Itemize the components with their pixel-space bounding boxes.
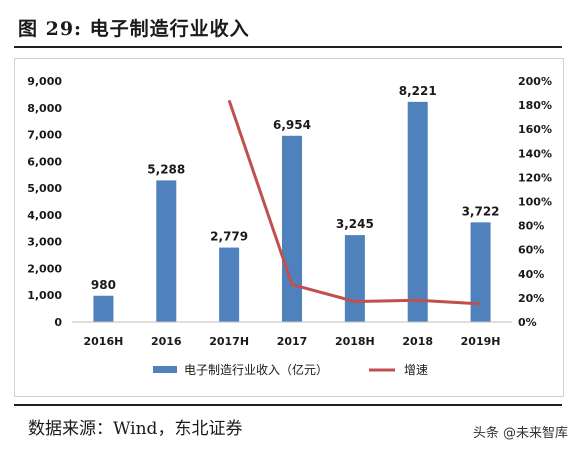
legend-label-growth: 增速 bbox=[404, 363, 428, 377]
y-left-tick-label: 8,000 bbox=[27, 102, 62, 115]
y-left-tick-label: 9,000 bbox=[27, 75, 62, 88]
y-left-tick-label: 2,000 bbox=[27, 262, 62, 275]
x-tick-label: 2017 bbox=[277, 335, 308, 348]
y-right-tick-label: 0% bbox=[518, 316, 537, 329]
y-left-tick-label: 3,000 bbox=[27, 236, 62, 249]
y-left-tick-label: 6,000 bbox=[27, 155, 62, 168]
legend-label-revenue: 电子制造行业收入（亿元） bbox=[184, 362, 328, 377]
x-tick-label: 2018 bbox=[402, 335, 433, 348]
y-right-tick-label: 200% bbox=[518, 75, 552, 88]
figure-title: 图 29: 电子制造行业收入 bbox=[18, 18, 250, 40]
bar bbox=[344, 235, 365, 322]
bar bbox=[156, 180, 177, 322]
x-tick-label: 2019H bbox=[461, 335, 501, 348]
bar bbox=[93, 295, 114, 322]
y-right-tick-label: 100% bbox=[518, 196, 552, 209]
bar-data-label: 3,722 bbox=[462, 204, 500, 218]
y-right-tick-label: 80% bbox=[518, 220, 544, 233]
bar bbox=[470, 222, 491, 322]
source-rule bbox=[14, 404, 562, 406]
title-rule bbox=[14, 46, 562, 48]
y-right-tick-label: 160% bbox=[518, 123, 552, 136]
y-left-tick-label: 7,000 bbox=[27, 129, 62, 142]
bar-data-label: 3,245 bbox=[336, 217, 374, 231]
legend-bar-swatch bbox=[153, 366, 177, 373]
x-tick-label: 2016 bbox=[151, 335, 182, 348]
y-left-tick-label: 5,000 bbox=[27, 182, 62, 195]
x-tick-label: 2016H bbox=[84, 335, 124, 348]
watermark: 头条 @未来智库 bbox=[472, 426, 568, 441]
y-right-tick-label: 60% bbox=[518, 244, 544, 257]
x-tick-label: 2017H bbox=[209, 335, 249, 348]
y-right-tick-label: 20% bbox=[518, 292, 544, 305]
bar bbox=[219, 247, 240, 322]
y-left-tick-label: 1,000 bbox=[27, 289, 62, 302]
growth-line bbox=[227, 99, 481, 306]
bar bbox=[282, 135, 302, 322]
y-right-tick-label: 140% bbox=[518, 147, 552, 160]
bar-data-label: 6,954 bbox=[273, 118, 311, 132]
bar-data-label: 980 bbox=[91, 278, 116, 292]
bar-data-label: 5,288 bbox=[147, 162, 185, 176]
source-note: 数据来源：Wind，东北证券 bbox=[28, 419, 243, 439]
bar bbox=[407, 101, 428, 322]
y-left-tick-label: 0 bbox=[54, 316, 62, 329]
bar-data-label: 8,221 bbox=[399, 84, 437, 98]
y-right-tick-label: 120% bbox=[518, 171, 552, 184]
y-right-tick-label: 40% bbox=[518, 268, 544, 281]
x-tick-label: 2018H bbox=[335, 335, 375, 348]
y-left-tick-label: 4,000 bbox=[27, 209, 62, 222]
bar-data-label: 2,779 bbox=[210, 230, 248, 244]
y-right-tick-label: 180% bbox=[518, 99, 552, 112]
